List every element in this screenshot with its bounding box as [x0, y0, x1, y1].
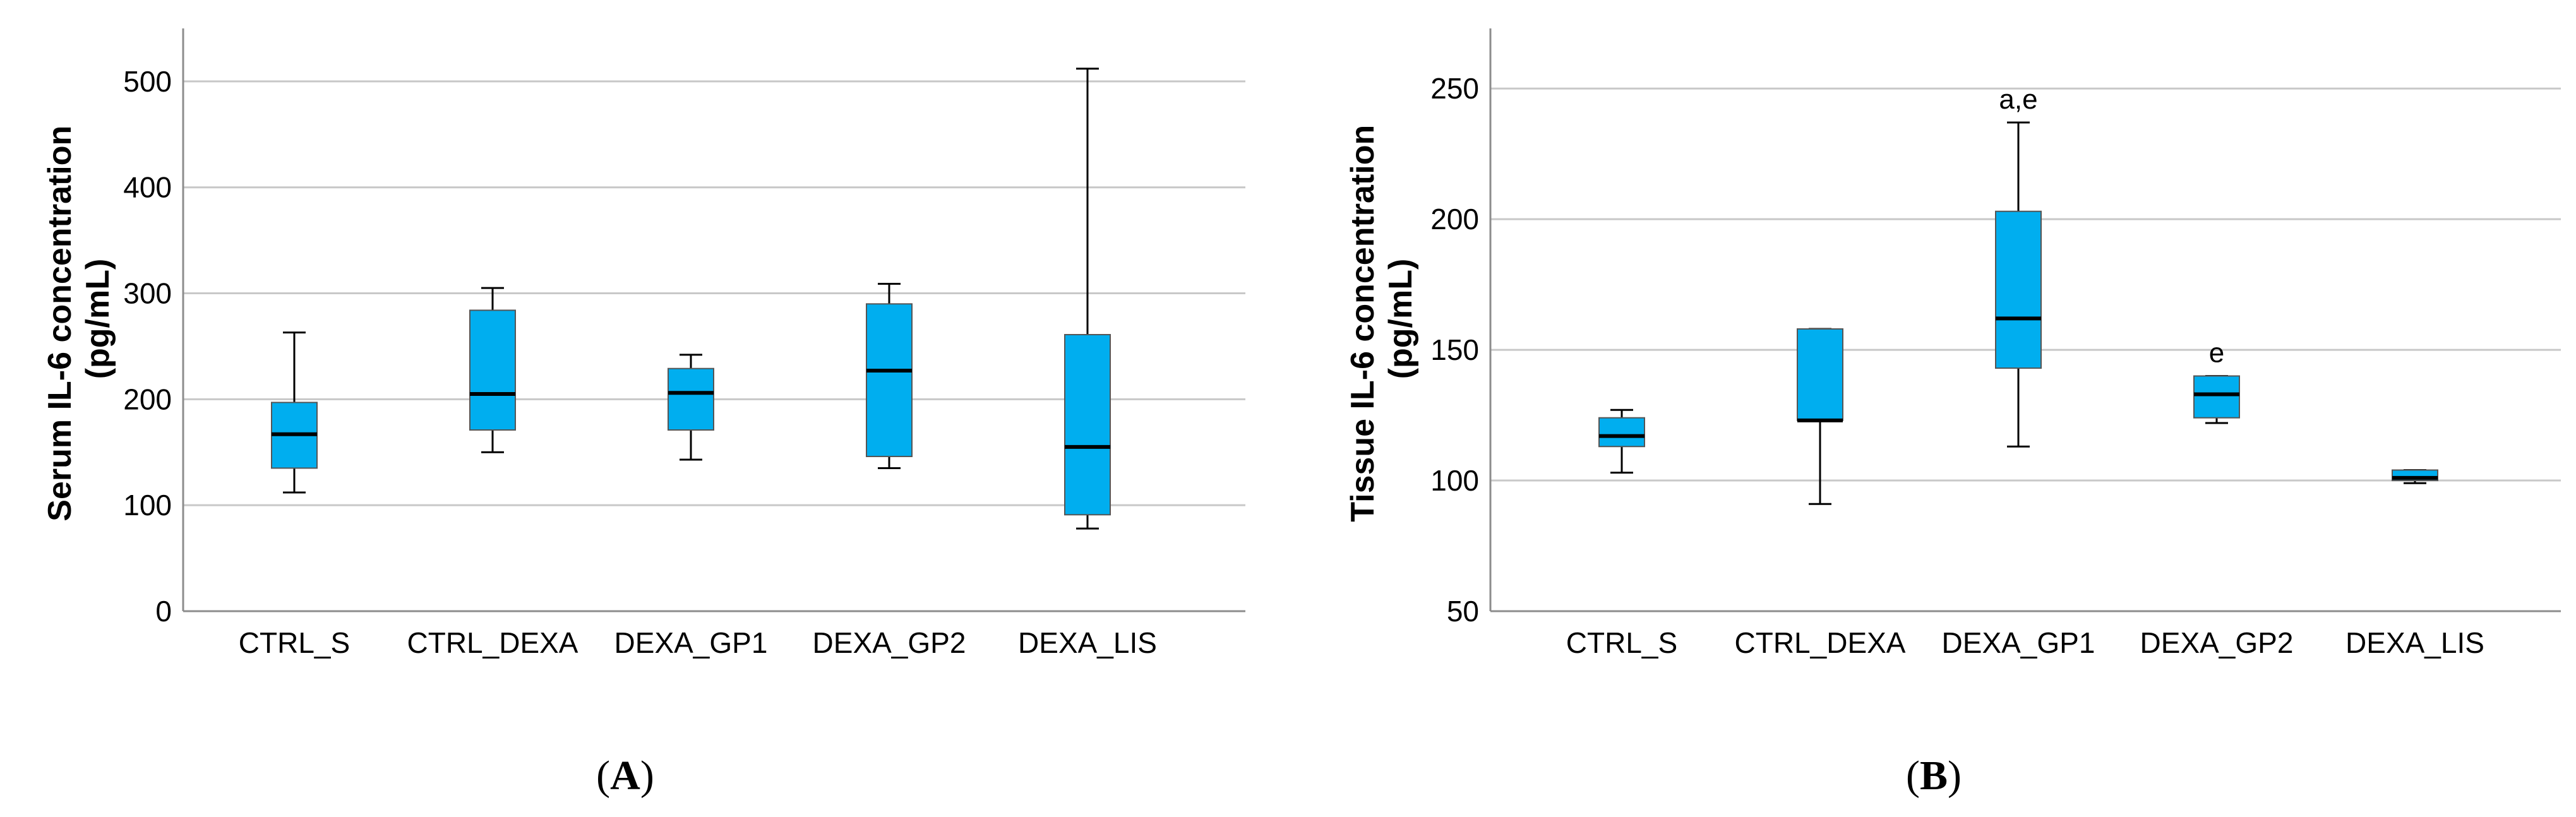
panel-b-y-axis-title: Tissue IL-6 concentration (pg/mL): [1345, 116, 1419, 522]
panel-b-box-ctrl-dexa: [1797, 328, 1843, 505]
panel-a-x-tick-label: DEXA_GP2: [813, 626, 966, 659]
panel-b-x-tick-label: CTRL_S: [1566, 626, 1677, 659]
panel-b-y-ticks: 50 100 150 200 250: [1430, 72, 1479, 628]
panel-b-box-dexa-lis: [2392, 468, 2438, 484]
panel-b-x-tick-label: DEXA_GP2: [2140, 626, 2294, 659]
panel-a-box-ctrl-dexa: [469, 287, 516, 453]
panel-b-significance-label: e: [2209, 337, 2224, 368]
panel-b-iqr-box: [1797, 328, 1843, 421]
panel-b-significance-label: a,e: [1999, 84, 2037, 115]
panel-a-y-tick-label: 0: [155, 595, 172, 628]
panel-b-y-tick-label: 150: [1430, 333, 1479, 366]
panel-b-label: (B): [1906, 753, 1962, 799]
panel-a-box-ctrl-s: [271, 331, 318, 494]
panel-a-y-ticks: 0 100 200 300 400 500: [123, 65, 172, 628]
panel-a-chart: 0 100 200 300 400 500 CTRL_S CTRL_DEXA DEXA_GP1…: [42, 28, 1245, 799]
panel-b-iqr-box: [2193, 375, 2240, 419]
panel-b-boxes: a,e e: [1598, 84, 2438, 505]
panel-a-x-ticks: CTRL_S CTRL_DEXA DEXA_GP1 DEXA_GP2 DEXA_LIS: [239, 626, 1157, 659]
panel-a-x-tick-label: DEXA_GP1: [614, 626, 768, 659]
panel-b-x-tick-label: DEXA_GP1: [1942, 626, 2095, 659]
panel-a-axes: [182, 28, 1245, 612]
panel-a-label: (A): [596, 753, 654, 799]
panel-a-x-tick-label: CTRL_S: [239, 626, 350, 659]
panel-a-iqr-box: [469, 309, 516, 431]
panel-b-x-tick-label: DEXA_LIS: [2345, 626, 2484, 659]
panel-b-y-tick-label: 100: [1430, 464, 1479, 497]
panel-a-y-tick-label: 100: [123, 489, 172, 522]
panel-a-y-tick-label: 400: [123, 171, 172, 204]
panel-a-box-dexa-gp1: [668, 354, 714, 461]
panel-b-box-dexa-gp2: e: [2193, 337, 2240, 424]
panel-a-iqr-box: [668, 367, 714, 431]
panel-b-box-ctrl-s: [1598, 408, 1645, 474]
panel-b-y-tick-label: 50: [1447, 595, 1479, 628]
panel-a-y-tick-label: 200: [123, 383, 172, 415]
panel-b-iqr-box: [1995, 210, 2042, 369]
panel-b-y-tick-label: 250: [1430, 72, 1479, 105]
panel-b-axes: [1489, 28, 2561, 612]
panel-b-iqr-box: [1598, 417, 1645, 448]
panel-a-x-tick-label: CTRL_DEXA: [407, 626, 578, 659]
panel-a-y-tick-label: 300: [123, 277, 172, 310]
panel-a-y-tick-label: 500: [123, 65, 172, 98]
panel-b-x-tick-label: CTRL_DEXA: [1735, 626, 1906, 659]
panel-b-y-tick-label: 200: [1430, 203, 1479, 236]
panel-a-iqr-box: [1064, 333, 1111, 516]
panel-a-boxes: [271, 68, 1111, 530]
panel-b-box-dexa-gp1: a,e: [1995, 84, 2042, 448]
panel-a-x-tick-label: DEXA_LIS: [1018, 626, 1157, 659]
panel-a-iqr-box: [866, 303, 913, 457]
panel-a-box-dexa-lis: [1064, 68, 1111, 530]
panel-b-chart: a,e e 50 100 150 200 250 CTRL_S CTRL_DEXA DEXA_…: [1345, 28, 2561, 799]
panel-a-box-dexa-gp2: [866, 282, 913, 469]
panel-a-y-axis-title: Serum IL-6 concentration (pg/mL): [42, 116, 116, 521]
panel-b-x-ticks: CTRL_S CTRL_DEXA DEXA_GP1 DEXA_GP2 DEXA_LIS: [1566, 626, 2484, 659]
